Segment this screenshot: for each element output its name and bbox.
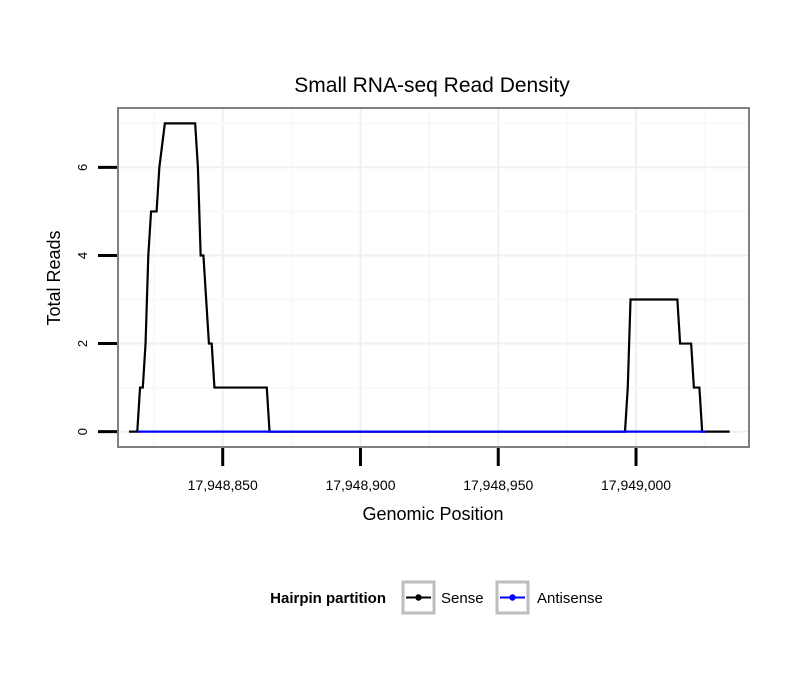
chart-title: Small RNA-seq Read Density [294, 74, 570, 97]
x-tick-label-3: 17,949,000 [601, 477, 671, 493]
x-tick-label-1: 17,948,900 [325, 477, 395, 493]
legend-item-antisense: Antisense [495, 580, 603, 615]
legend-point-antisense [509, 594, 516, 601]
series-layer [129, 122, 730, 433]
y-tick-label-2: 4 [75, 252, 90, 259]
x-tick-label-0: 17,948,850 [188, 477, 258, 493]
legend-label-sense: Sense [441, 590, 484, 607]
y-tick-label-1: 2 [75, 340, 90, 347]
legend-label-antisense: Antisense [537, 590, 603, 607]
x-axis: 17,948,850 17,948,900 17,948,950 17,949,000 [188, 448, 671, 493]
legend-title: Hairpin partition [270, 590, 386, 607]
y-axis: 0 2 4 6 [75, 164, 117, 435]
plot-panel [118, 108, 749, 447]
legend: Hairpin partition Sense Antisense [270, 580, 603, 615]
y-tick-label-0: 0 [75, 428, 90, 435]
series-line-sense [129, 122, 730, 433]
plot-border [117, 107, 750, 448]
x-tick-label-2: 17,948,950 [463, 477, 533, 493]
legend-point-sense [415, 594, 422, 601]
x-axis-label: Genomic Position [362, 504, 503, 524]
y-axis-label: Total Reads [44, 230, 64, 325]
y-tick-label-3: 6 [75, 164, 90, 171]
legend-item-sense: Sense [401, 580, 484, 615]
